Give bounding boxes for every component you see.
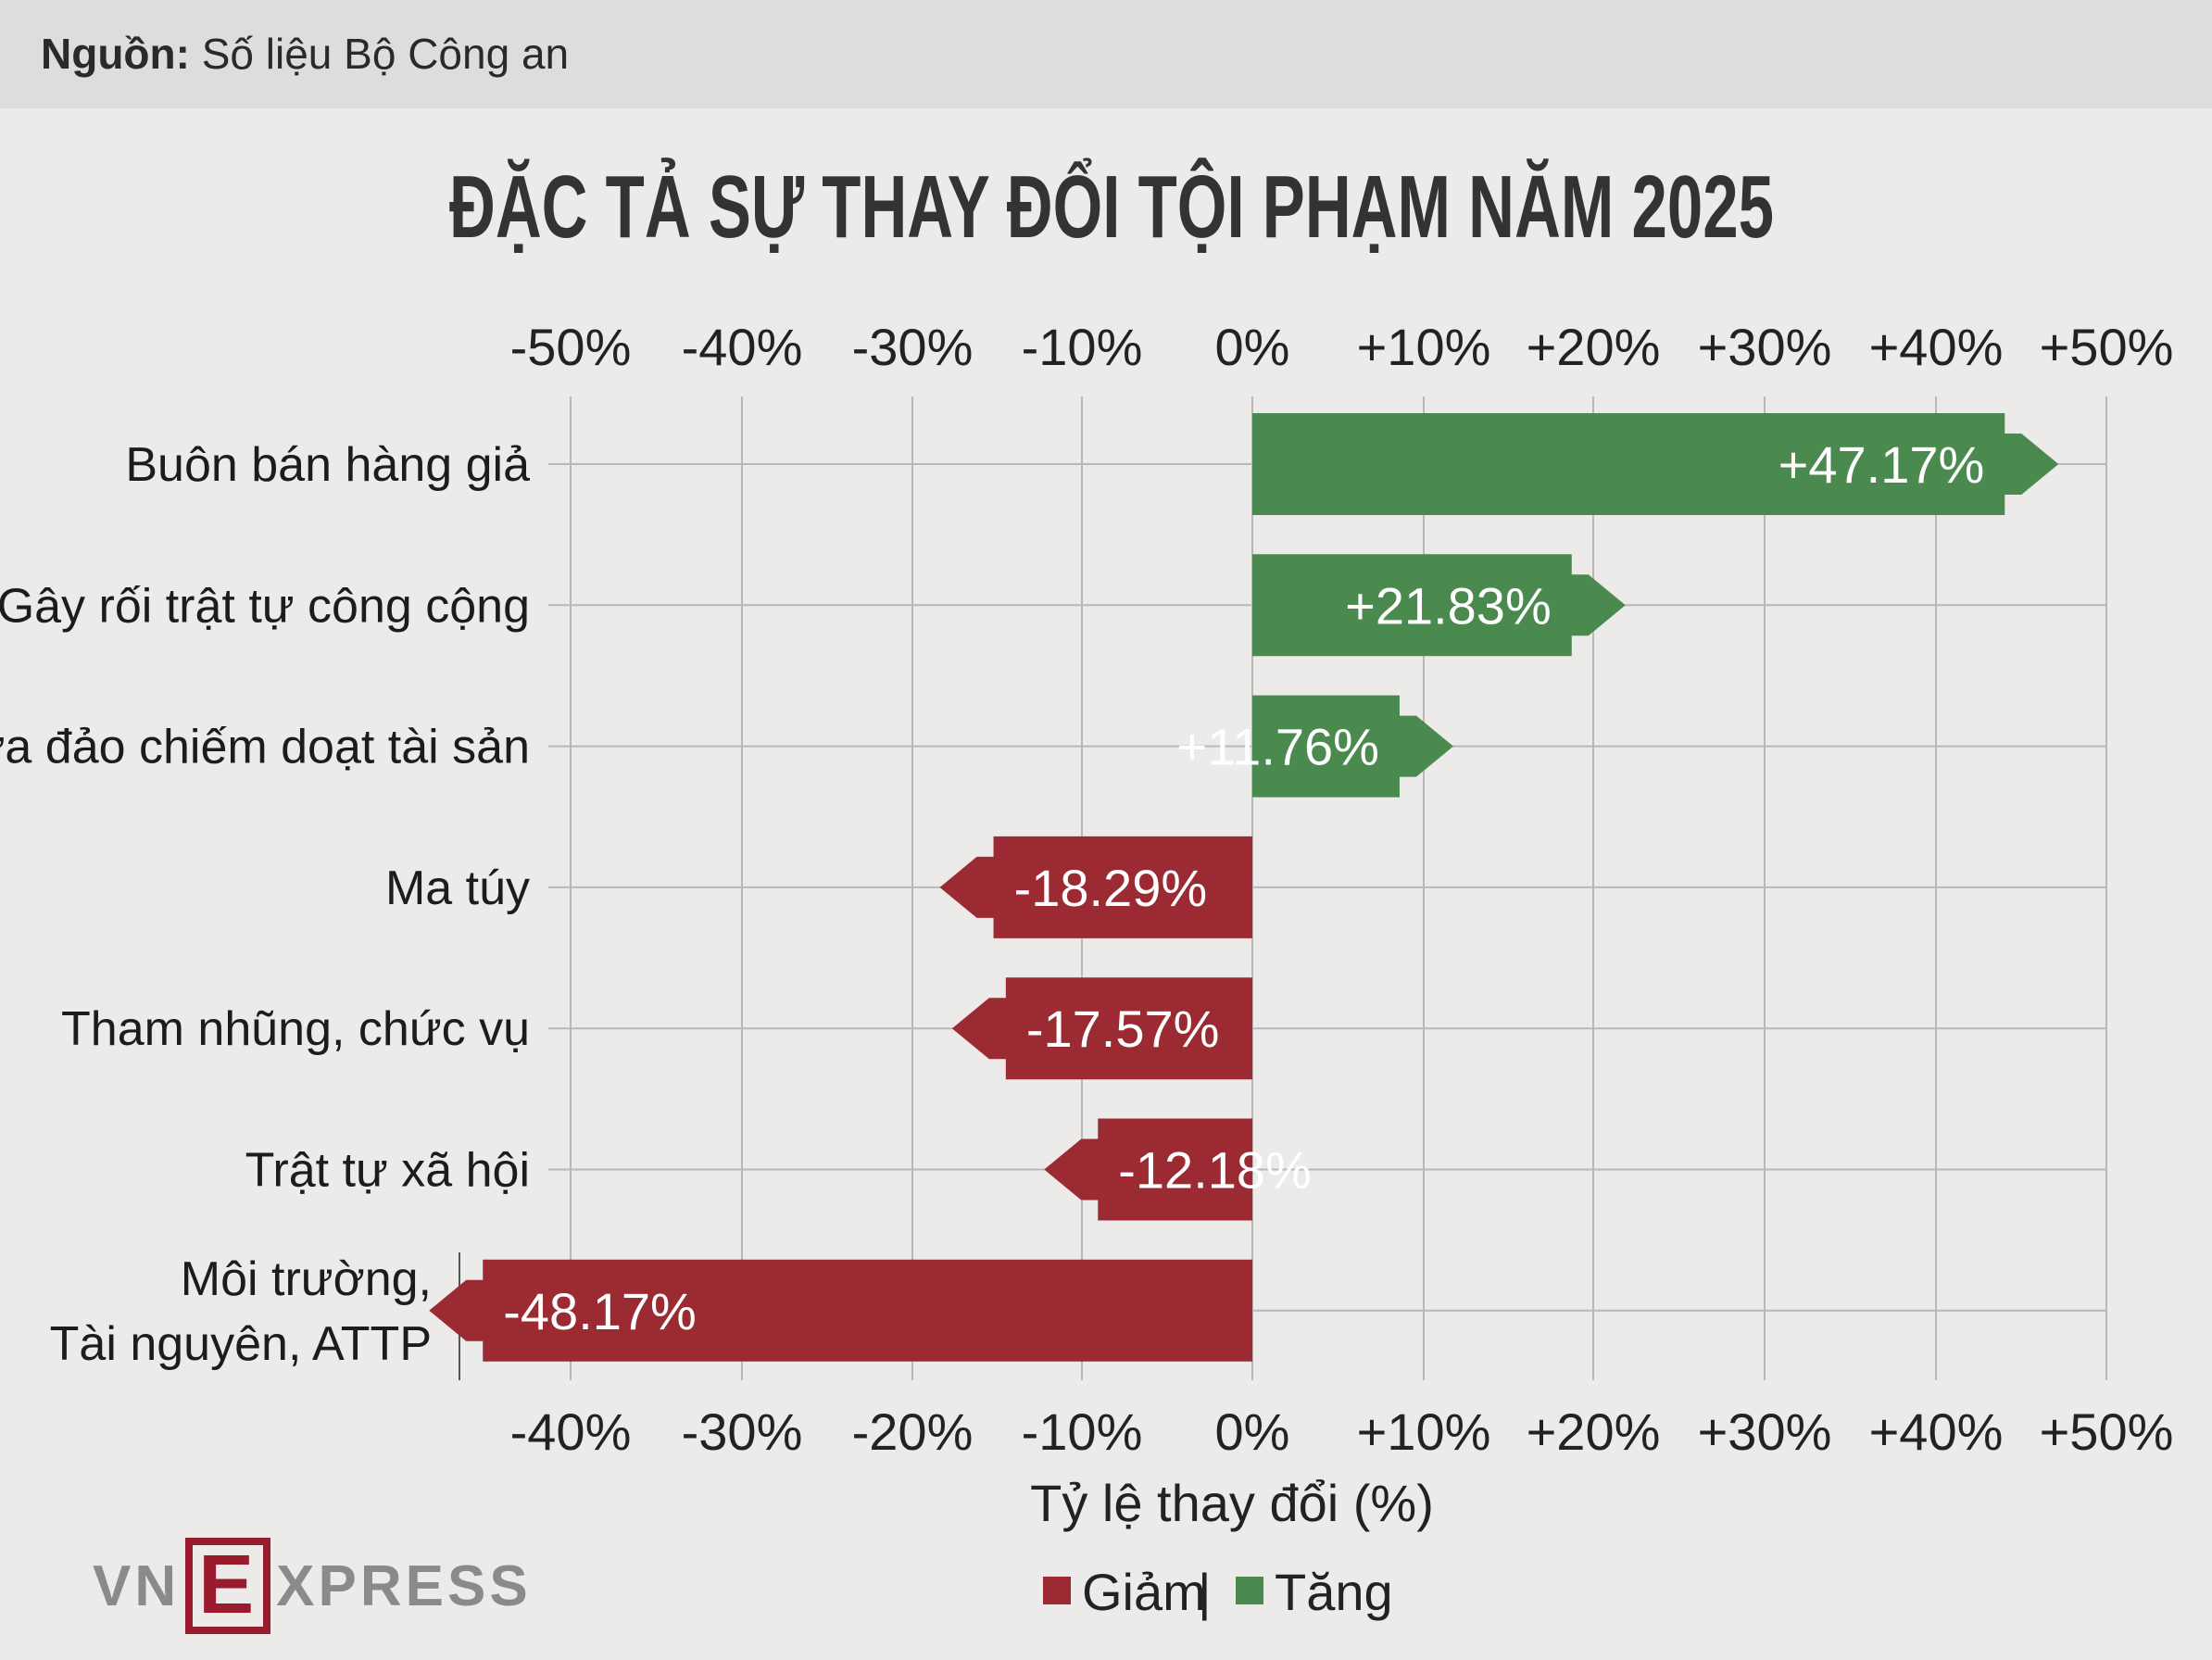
category-label: Buôn bán hàng giả — [125, 438, 530, 492]
bar-increase — [1252, 413, 2059, 515]
legend: Giảm | Tăng — [1043, 1563, 1393, 1621]
tick-label-bottom: -10% — [1022, 1402, 1143, 1461]
brand-left: VN — [93, 1553, 181, 1618]
category-label: Lừa đảo chiếm doạt tài sản — [0, 721, 530, 774]
bars: +47.17% +21.83% +11.76% -18.29% -17.57% -12.1… — [429, 413, 2059, 1362]
tick-label-bottom: 0% — [1215, 1402, 1290, 1461]
bar-value-label: -17.57% — [1026, 1000, 1220, 1058]
tick-label-top: +20% — [1527, 318, 1661, 376]
category-label: Môi trường, — [181, 1252, 432, 1306]
brand-mark: E — [185, 1538, 271, 1634]
tick-label-top: 0% — [1215, 318, 1290, 376]
bar-value-label: +21.83% — [1345, 576, 1552, 635]
grid-lines — [459, 396, 2107, 1380]
bar-value-label: -48.17% — [503, 1282, 697, 1340]
tick-label-bottom: -30% — [682, 1402, 803, 1461]
x-axis-label: Tỷ lệ thay đổi (%) — [1030, 1474, 1434, 1532]
bar-increase — [1252, 554, 1626, 657]
source-bar: Nguồn: Số liệu Bộ Công an — [0, 0, 2212, 108]
legend-label-decrease: Giảm — [1082, 1563, 1206, 1621]
tick-label-top: -40% — [682, 318, 803, 376]
tick-label-bottom: +50% — [2040, 1402, 2174, 1461]
bar-increase — [1252, 695, 1453, 798]
bar-decrease — [939, 836, 1252, 938]
tick-label-top: -10% — [1022, 318, 1143, 376]
bar-value-label: +47.17% — [1778, 435, 1985, 494]
bar-decrease — [951, 977, 1252, 1080]
tick-label-bottom: -20% — [852, 1402, 974, 1461]
legend-separator: | — [1198, 1563, 1212, 1621]
category-label: Tài nguyên, ATTP — [50, 1317, 432, 1371]
tick-label-top: -30% — [852, 318, 974, 376]
tick-label-bottom: +40% — [1869, 1402, 2004, 1461]
tick-label-top: +50% — [2040, 318, 2174, 376]
legend-swatch-increase — [1236, 1577, 1263, 1604]
bar-decrease — [1044, 1118, 1252, 1221]
category-label: Tham nhũng, chức vụ — [61, 1002, 530, 1056]
source-value: Số liệu Bộ Công an — [201, 30, 570, 78]
tick-label-bottom: +20% — [1527, 1402, 1661, 1461]
tick-label-top: +40% — [1869, 318, 2004, 376]
tick-label-bottom: +30% — [1698, 1402, 1832, 1461]
source-text: Nguồn: Số liệu Bộ Công an — [41, 26, 569, 82]
tick-label-bottom: -40% — [510, 1402, 632, 1461]
bar-value-label: -12.18% — [1118, 1141, 1312, 1200]
bar-value-label: +11.76% — [1176, 718, 1378, 776]
category-label: Gây rối trật tự công cộng — [0, 579, 530, 633]
category-labels: Buôn bán hàng giả Gây rối trật tự công cộ… — [0, 438, 530, 1371]
bar-decrease — [429, 1259, 1252, 1362]
source-label: Nguồn: — [41, 30, 190, 78]
legend-label-increase: Tăng — [1275, 1563, 1393, 1621]
axis-ticks: -50% -40% -30% -10% 0% +10% +20% +30% +40% +50% -4… — [510, 318, 2174, 1461]
brand-right: XPRESS — [276, 1553, 532, 1618]
brand-logo: VN E XPRESS — [93, 1530, 532, 1641]
bar-value-label: -18.29% — [1014, 859, 1208, 917]
legend-swatch-decrease — [1043, 1577, 1071, 1604]
tick-label-bottom: +10% — [1357, 1402, 1491, 1461]
category-label: Trật tự xã hội — [245, 1144, 530, 1198]
tick-label-top: -50% — [510, 318, 632, 376]
tick-label-top: +30% — [1698, 318, 1832, 376]
chart-title: ĐẶC TẢ SỰ THAY ĐỔI TỘI PHẠM NĂM 2025 — [449, 157, 1774, 257]
category-label: Ma túy — [385, 861, 530, 915]
tick-label-top: +10% — [1357, 318, 1491, 376]
